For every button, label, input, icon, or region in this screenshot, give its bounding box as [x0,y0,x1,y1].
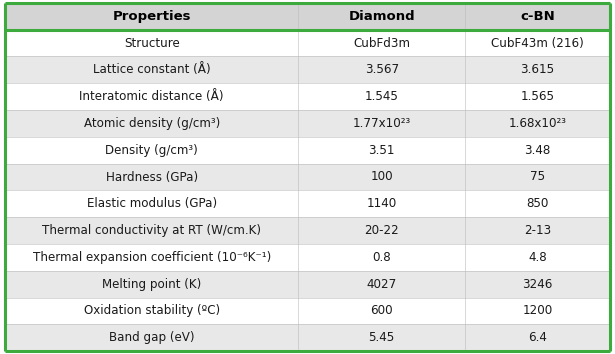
Text: Hardness (GPa): Hardness (GPa) [106,171,198,183]
Bar [5,164,298,190]
Text: 75: 75 [530,171,545,183]
Bar [298,3,465,30]
Bar [465,83,610,110]
Text: Thermal expansion coefficient (10⁻⁶K⁻¹): Thermal expansion coefficient (10⁻⁶K⁻¹) [33,251,271,264]
Bar [465,3,610,30]
Text: Density (g/cm³): Density (g/cm³) [105,144,198,157]
Text: 1.565: 1.565 [520,90,555,103]
Bar [298,271,465,298]
Text: 3.567: 3.567 [365,63,399,76]
Text: CubFd3m: CubFd3m [353,36,410,50]
Bar [465,164,610,190]
Bar [5,30,298,56]
Text: Melting point (K): Melting point (K) [102,278,201,291]
Bar [465,298,610,324]
Text: 20-22: 20-22 [364,224,399,237]
Bar [465,110,610,137]
Bar [5,271,298,298]
Bar [465,217,610,244]
Text: 2-13: 2-13 [524,224,551,237]
Text: c-BN: c-BN [520,10,555,23]
Text: 3.48: 3.48 [525,144,550,157]
Bar [5,244,298,271]
Text: 1.68x10²³: 1.68x10²³ [509,117,566,130]
Text: 600: 600 [370,304,393,318]
Bar [5,83,298,110]
Text: 1.77x10²³: 1.77x10²³ [352,117,411,130]
Text: Diamond: Diamond [348,10,415,23]
Bar [5,137,298,164]
Text: Interatomic distance (Å): Interatomic distance (Å) [79,90,224,103]
Text: Lattice constant (Å): Lattice constant (Å) [93,63,210,76]
Bar [298,30,465,56]
Bar [5,110,298,137]
Bar [5,3,298,30]
Text: 100: 100 [370,171,393,183]
Text: CubF43m (216): CubF43m (216) [491,36,584,50]
Text: 1.545: 1.545 [365,90,399,103]
Text: 850: 850 [526,197,549,210]
Bar [465,30,610,56]
Text: 0.8: 0.8 [372,251,391,264]
Bar [298,110,465,137]
Bar [465,244,610,271]
Text: Oxidation stability (ºC): Oxidation stability (ºC) [84,304,220,318]
Bar [5,190,298,217]
Bar [298,244,465,271]
Text: 5.45: 5.45 [368,331,395,344]
Text: Atomic density (g/cm³): Atomic density (g/cm³) [84,117,220,130]
Bar [298,137,465,164]
Bar [5,298,298,324]
Bar [298,217,465,244]
Bar [465,190,610,217]
Text: 3.615: 3.615 [520,63,555,76]
Bar [465,324,610,351]
Bar [5,56,298,83]
Bar [465,271,610,298]
Text: 1140: 1140 [367,197,397,210]
Bar [298,164,465,190]
Text: Structure: Structure [124,36,180,50]
Text: Properties: Properties [113,10,191,23]
Text: 3246: 3246 [522,278,553,291]
Bar [298,298,465,324]
Bar [465,137,610,164]
Bar [5,217,298,244]
Text: 1200: 1200 [522,304,553,318]
Bar [298,190,465,217]
Text: 3.51: 3.51 [368,144,395,157]
Text: Thermal conductivity at RT (W/cm.K): Thermal conductivity at RT (W/cm.K) [42,224,261,237]
Bar [298,83,465,110]
Bar [298,324,465,351]
Text: 4.8: 4.8 [528,251,547,264]
Text: 6.4: 6.4 [528,331,547,344]
Text: 4027: 4027 [367,278,397,291]
Text: Elastic modulus (GPa): Elastic modulus (GPa) [87,197,216,210]
Bar [465,56,610,83]
Bar [298,56,465,83]
Bar [5,324,298,351]
Text: Band gap (eV): Band gap (eV) [109,331,194,344]
